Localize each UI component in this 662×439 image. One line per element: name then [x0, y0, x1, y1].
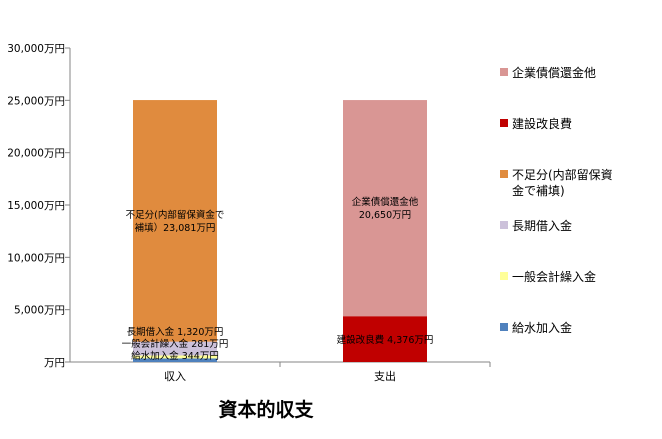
- y-tick-label: 10,000万円: [7, 252, 65, 264]
- bar-segment: [343, 316, 427, 362]
- bar-segment: [133, 355, 217, 359]
- legend-swatch: [500, 170, 508, 178]
- legend-swatch: [500, 272, 508, 280]
- data-label: 不足分(内部留保資金で: [126, 209, 225, 221]
- legend-label: 不足分(内部留保資: [512, 167, 613, 182]
- data-label: 補填）23,081万円: [135, 222, 216, 234]
- data-label: 20,650万円: [359, 210, 411, 221]
- chart-bars: [133, 100, 427, 362]
- legend-swatch: [500, 323, 508, 331]
- data-label: 一般会計繰入金 281万円: [122, 338, 229, 350]
- chart-axes: 万円 5,000万円 10,000万円 15,000万円 20,000万円 25,000万…: [7, 43, 491, 383]
- legend-label: 給水加入金: [512, 320, 572, 335]
- data-label: 給水加入金 344万円: [131, 350, 219, 362]
- data-label: 企業債償還金他: [352, 196, 419, 208]
- data-label: 建設改良費 4,376万円: [337, 334, 434, 346]
- y-tick-label: 30,000万円: [7, 43, 65, 55]
- legend-swatch: [500, 221, 508, 229]
- bar-segment: [133, 358, 217, 362]
- legend-label: 企業債償還金他: [512, 65, 596, 80]
- legend-swatch: [500, 68, 508, 76]
- legend-label: 一般会計繰入金: [512, 269, 596, 284]
- data-label: 長期借入金 1,320万円: [127, 326, 224, 338]
- y-tick-label: 25,000万円: [7, 95, 65, 107]
- bar-segment: [133, 341, 217, 356]
- x-tick-label: 収入: [164, 370, 186, 383]
- legend-label: 建設改良費: [512, 116, 572, 131]
- y-tick-label: 5,000万円: [14, 305, 65, 317]
- legend-swatch: [500, 119, 508, 127]
- bar-segment: [133, 100, 217, 342]
- x-tick-label: 支出: [374, 369, 396, 383]
- y-tick-label: 20,000万円: [7, 148, 65, 160]
- legend-label: 長期借入金: [512, 218, 572, 233]
- bar-segment: [343, 100, 427, 317]
- legend-label: 金で補填): [512, 183, 565, 198]
- y-tick-label: 15,000万円: [7, 200, 65, 212]
- y-tick-label: 万円: [44, 357, 65, 369]
- chart-title: 資本的収支: [218, 398, 314, 421]
